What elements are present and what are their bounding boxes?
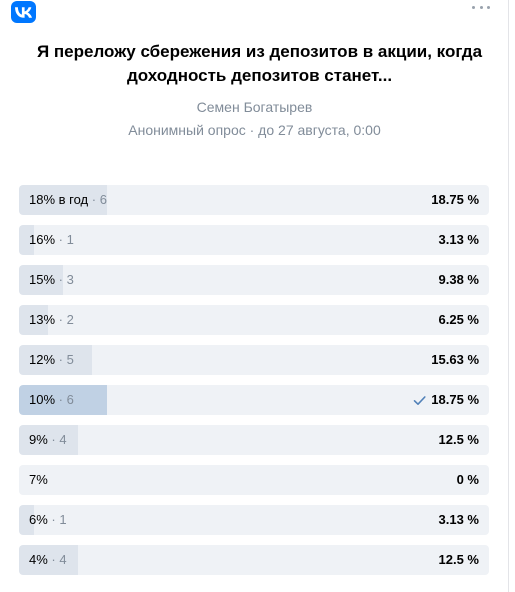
poll-option[interactable]: 9% · 4 12.5 % <box>19 425 489 455</box>
poll-option-bar-fill <box>19 505 34 535</box>
poll-option-vote-count: 3 <box>66 272 74 287</box>
poll-option-text: 10% <box>29 392 56 407</box>
poll-option-bar-fill <box>19 185 108 215</box>
poll-option-text: 16% <box>29 232 56 247</box>
poll-option[interactable]: 18% в год · 6 18.75 % <box>19 185 489 215</box>
poll-option[interactable]: 7% 0 % <box>19 465 489 495</box>
poll-option-bar-fill <box>19 425 78 455</box>
poll-option-percent: 12.5 % <box>439 545 479 575</box>
poll-option-label: 10% · 6 <box>29 392 74 407</box>
poll-option-vote-count: 2 <box>66 312 74 327</box>
poll-option-percent: 18.75 % <box>431 185 479 215</box>
poll-option-text: 9% <box>29 432 48 447</box>
poll-option-text: 7% <box>29 472 48 487</box>
poll-option-vote-count: 1 <box>59 512 67 527</box>
poll-option-percent-text: 6.25 % <box>438 312 479 327</box>
poll-option-percent: 18.75 % <box>413 385 479 415</box>
poll-option-bar-fill <box>19 345 93 375</box>
poll-option-vote-count: 4 <box>59 432 67 447</box>
poll-option-percent: 15.63 % <box>431 345 479 375</box>
poll-option-label: 16% · 1 <box>29 232 74 247</box>
poll-option-text: 12% <box>29 352 56 367</box>
poll-option-percent: 3.13 % <box>439 505 479 535</box>
poll-option-vote-count: 1 <box>66 232 74 247</box>
poll-option-percent-text: 3.13 % <box>438 512 479 527</box>
poll-option-text: 15% <box>29 272 56 287</box>
poll-option[interactable]: 6% · 1 3.13 % <box>19 505 489 535</box>
poll-option-percent: 6.25 % <box>439 305 479 335</box>
poll-options: 18% в год · 6 18.75 % 16% · 1 3.13 % 15% · 3… <box>19 185 489 585</box>
poll-option-percent-text: 18.75 % <box>431 192 479 207</box>
poll-option-percent: 0 % <box>457 465 479 495</box>
poll-option[interactable]: 10% · 6 18.75 % <box>19 385 489 415</box>
poll-option-text: 18% в год <box>29 192 89 207</box>
poll-option-label: 13% · 2 <box>29 312 74 327</box>
poll-option-percent-text: 12.5 % <box>438 552 479 567</box>
poll-option-percent-text: 12.5 % <box>438 432 479 447</box>
poll-author[interactable]: Семен Богатырев <box>196 99 313 115</box>
poll-option-bar-fill <box>19 225 34 255</box>
poll-option-label: 12% · 5 <box>29 352 74 367</box>
poll-option-text: 6% <box>29 512 48 527</box>
vk-logo-icon[interactable] <box>11 1 36 23</box>
poll-option[interactable]: 4% · 4 12.5 % <box>19 545 489 575</box>
poll-option-label: 9% · 4 <box>29 432 67 447</box>
poll-option[interactable]: 16% · 1 3.13 % <box>19 225 489 255</box>
poll-option-percent-text: 15.63 % <box>431 352 479 367</box>
poll-option-label: 15% · 3 <box>29 272 74 287</box>
poll-option-vote-count: 6 <box>66 392 74 407</box>
more-dots-icon[interactable] <box>470 0 492 14</box>
poll-option-percent-text: 18.75 % <box>431 392 479 407</box>
poll-option-text: 13% <box>29 312 56 327</box>
poll-option-percent-text: 9.38 % <box>438 272 479 287</box>
poll-option-label: 6% · 1 <box>29 512 67 527</box>
poll-option-vote-count: 5 <box>66 352 74 367</box>
poll-meta: Анонимный опрос · до 27 августа, 0:00 <box>128 122 381 138</box>
poll-option-vote-count: 6 <box>99 192 107 207</box>
poll-option-label: 4% · 4 <box>29 552 67 567</box>
poll-option-text: 4% <box>29 552 48 567</box>
poll-option-label: 18% в год · 6 <box>29 192 107 207</box>
poll-option-percent: 12.5 % <box>439 425 479 455</box>
poll-option-percent: 9.38 % <box>439 265 479 295</box>
poll-option-bar-fill <box>19 385 108 415</box>
poll-option[interactable]: 12% · 5 15.63 % <box>19 345 489 375</box>
poll-option-percent-text: 3.13 % <box>438 232 479 247</box>
poll-option-percent-text: 0 % <box>456 472 479 487</box>
poll-option-bar-fill <box>19 265 64 295</box>
checkmark-icon <box>413 395 426 405</box>
poll-option[interactable]: 15% · 3 9.38 % <box>19 265 489 295</box>
poll-option[interactable]: 13% · 2 6.25 % <box>19 305 489 335</box>
poll-option-bar-fill <box>19 305 49 335</box>
poll-option-bar-fill <box>19 545 78 575</box>
poll-title: Я переложу сбережения из депозитов в акц… <box>36 42 483 85</box>
poll-option-vote-count: 4 <box>59 552 67 567</box>
poll-option-label: 7% <box>29 465 48 495</box>
poll-option-percent: 3.13 % <box>439 225 479 255</box>
